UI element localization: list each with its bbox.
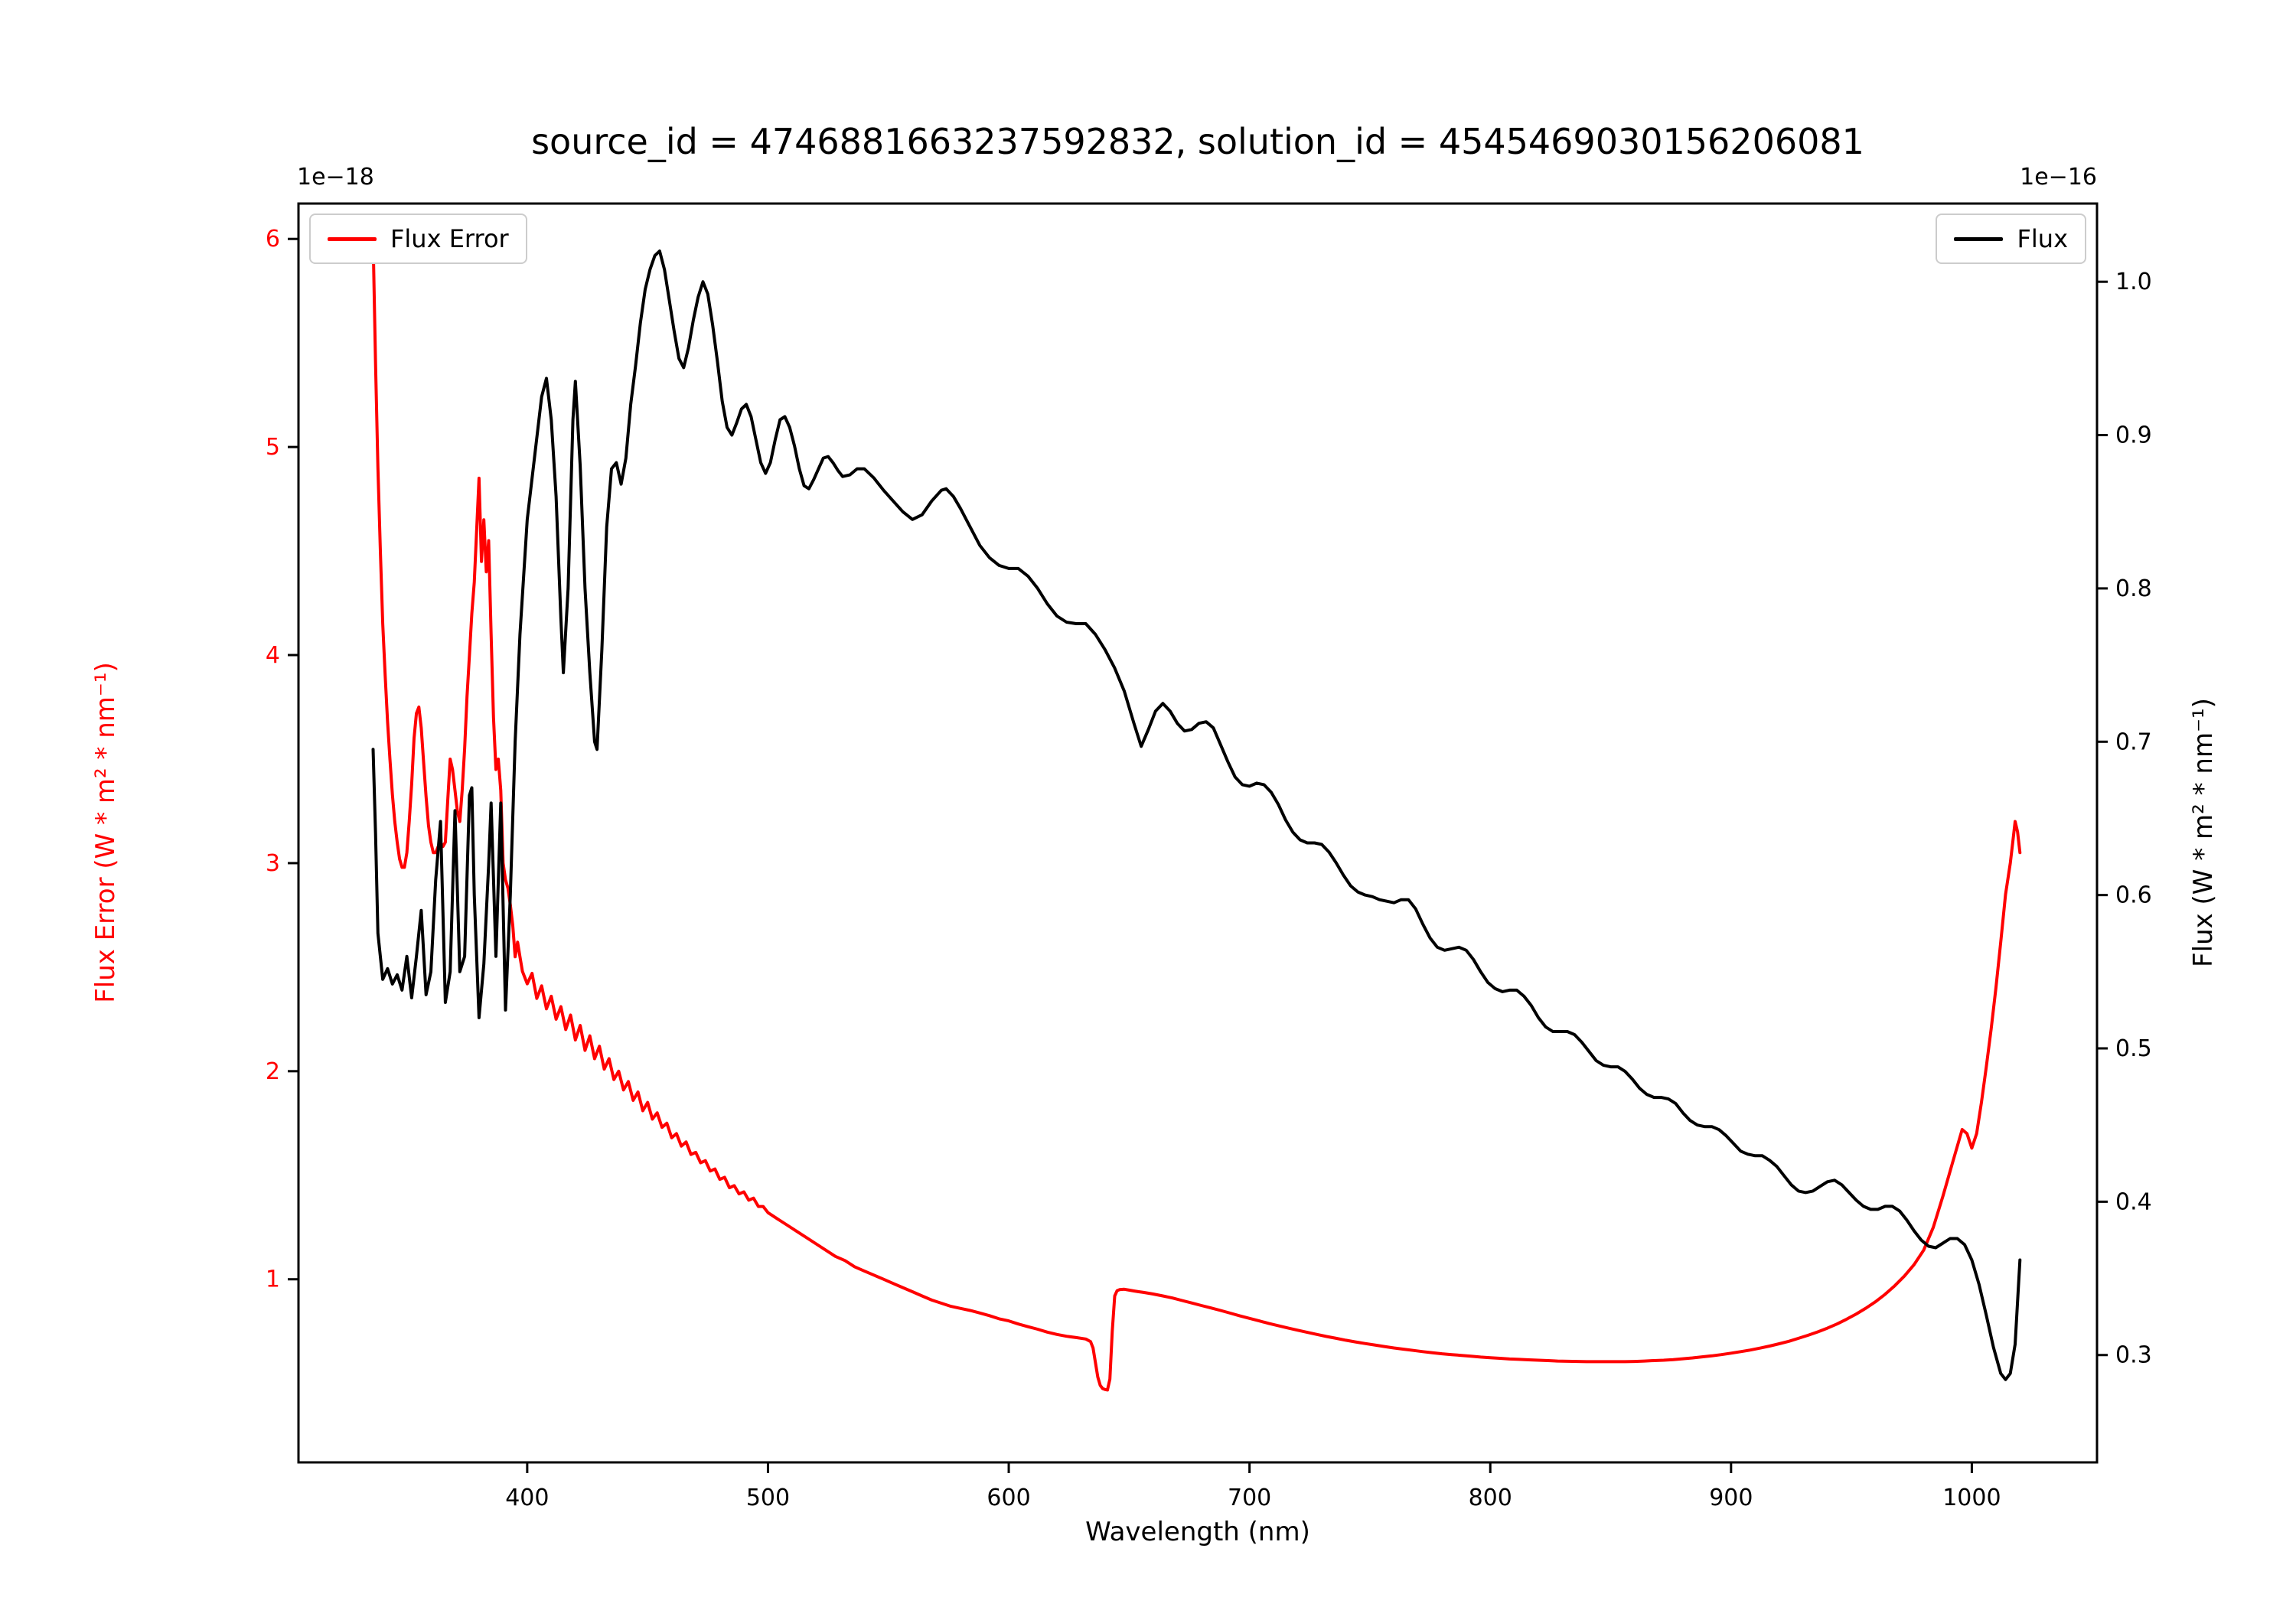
flux-error-curve [371,237,2022,1392]
flux-curve [371,249,2022,1381]
left-y-tick-label: 3 [266,850,280,877]
right-y-tick-label: 0.8 [2115,575,2152,602]
right-y-tick-label: 0.3 [2115,1342,2152,1369]
flux-error-legend-label: Flux Error [390,224,509,253]
left-y-tick-label: 1 [266,1266,280,1293]
left-y-tick-label: 2 [266,1058,280,1085]
right-y-tick-label: 0.5 [2115,1035,2152,1062]
right-y-tick-label: 1.0 [2115,269,2152,295]
flux-legend: Flux [1936,214,2086,264]
x-tick-label: 800 [1469,1485,1512,1511]
x-tick-label: 900 [1709,1485,1753,1511]
right-axis-offset-label: 1e−16 [2020,164,2097,191]
x-tick-label: 1000 [1942,1485,2001,1511]
right-y-axis-label: Flux (W * m² * nm⁻¹) [2188,698,2219,967]
left-y-tick-label: 4 [266,642,280,669]
left-y-axis-label: Flux Error (W * m² * nm⁻¹) [90,662,121,1003]
right-y-tick-label: 0.7 [2115,729,2152,755]
flux-legend-label: Flux [2017,224,2068,253]
axes-frame [297,202,2099,1464]
flux-error-legend: Flux Error [309,214,527,264]
left-y-tick-label: 5 [266,434,280,461]
left-y-tick-label: 6 [266,226,280,253]
x-tick-label: 400 [505,1485,549,1511]
x-tick-label: 500 [746,1485,790,1511]
x-tick-label: 600 [987,1485,1030,1511]
x-axis-label: Wavelength (nm) [1085,1517,1310,1547]
right-y-tick-label: 0.4 [2115,1188,2152,1215]
chart-title: source_id = 4746881663237592832, solutio… [531,121,1864,162]
right-y-tick-label: 0.6 [2115,882,2152,909]
right-y-tick-label: 0.9 [2115,422,2152,449]
left-axis-offset-label: 1e−18 [297,164,374,191]
flux-error-legend-line [328,236,377,241]
x-tick-label: 700 [1228,1485,1271,1511]
flux-legend-line [1954,236,2004,241]
